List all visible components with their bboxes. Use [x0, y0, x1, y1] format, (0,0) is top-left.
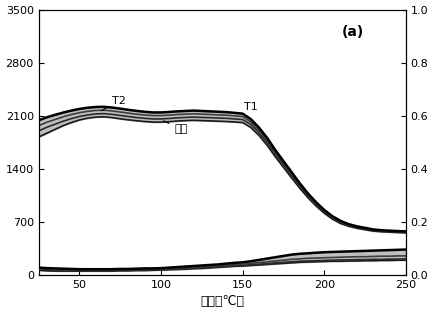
X-axis label: 温度（℃）: 温度（℃）	[200, 295, 244, 308]
Text: T1: T1	[244, 102, 258, 112]
Text: 升高: 升高	[164, 121, 187, 134]
Text: T2: T2	[102, 95, 126, 111]
Text: (a): (a)	[342, 25, 364, 39]
